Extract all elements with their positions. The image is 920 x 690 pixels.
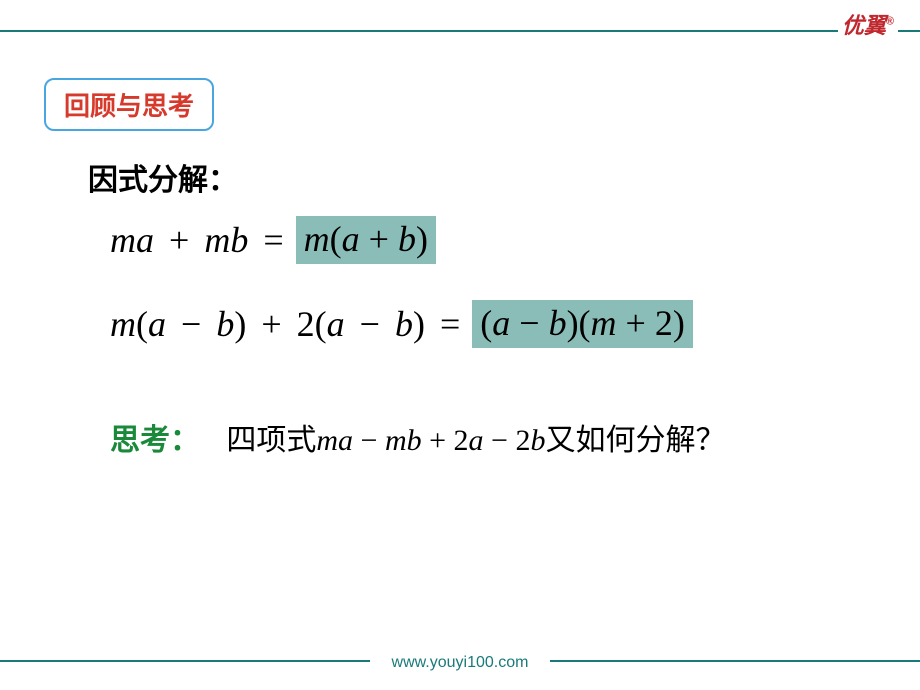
top-rule [0,30,920,32]
bottom-rule-left [0,660,370,662]
brand-logo: 优翼® [838,8,898,40]
eq1-rhs-highlight: m(a + b) [296,216,436,264]
bottom-rule-right [550,660,920,662]
section-badge: 回顾与思考 [44,78,214,131]
logo-reg: ® [886,16,894,28]
think-label: 思考： [110,424,200,457]
eq1-lhs: ma + mb = [110,219,290,261]
think-body: 四项式ma − mb + 2a − 2b又如何分解？ [226,424,725,457]
eq2-lhs: m(a − b) + 2(a − b) = [110,303,466,345]
eq2-rhs-highlight: (a − b)(m + 2) [472,300,693,348]
logo-text: 优翼 [842,13,886,38]
equation-2: m(a − b) + 2(a − b) = (a − b)(m + 2) [110,300,693,348]
footer-url: www.youyi100.com [392,654,529,672]
badge-label: 回顾与思考 [64,91,194,121]
heading: 因式分解： [88,155,238,199]
think-prompt: 思考： 四项式ma − mb + 2a − 2b又如何分解？ [110,415,725,459]
equation-1: ma + mb = m(a + b) [110,216,436,264]
